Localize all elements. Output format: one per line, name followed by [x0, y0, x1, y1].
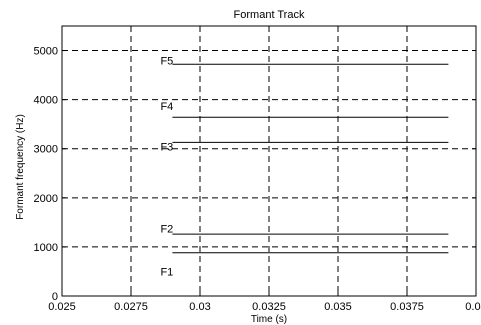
x-tick-label: 0.035 — [324, 301, 352, 313]
series-label-f4: F4 — [160, 101, 173, 113]
y-tick-label: 3000 — [34, 144, 58, 156]
y-tick-label: 5000 — [34, 46, 58, 58]
y-tick-label: 4000 — [34, 95, 58, 107]
x-tick-label: 0.03 — [189, 301, 210, 313]
series-labels: F1 F2 F3 F4 F5 — [160, 55, 173, 278]
y-tick-label: 0 — [52, 291, 58, 303]
x-tick-label: 0.04 — [465, 301, 481, 313]
series-label-f2: F2 — [160, 223, 173, 235]
series-label-f5: F5 — [160, 55, 173, 67]
grid — [62, 26, 476, 296]
series-lines — [172, 63, 449, 254]
y-tick-label: 2000 — [34, 193, 58, 205]
chart-title: Formant Track — [234, 9, 305, 21]
series-label-f3: F3 — [160, 141, 173, 153]
x-tick-labels: 0.025 0.0275 0.03 0.0325 0.035 0.0375 0.04 — [48, 301, 481, 313]
x-tick-label: 0.0275 — [114, 301, 148, 313]
axis-ticks — [61, 26, 477, 297]
x-tick-label: 0.025 — [48, 301, 76, 313]
x-tick-label: 0.0325 — [252, 301, 286, 313]
y-tick-labels: 0 1000 2000 3000 4000 5000 — [34, 46, 58, 303]
x-axis-label: Time (s) — [251, 314, 287, 325]
y-axis-label: Formant frequency (Hz) — [15, 114, 26, 220]
x-tick-label: 0.0375 — [390, 301, 424, 313]
series-label-f1: F1 — [160, 266, 173, 278]
y-tick-label: 1000 — [34, 242, 58, 254]
